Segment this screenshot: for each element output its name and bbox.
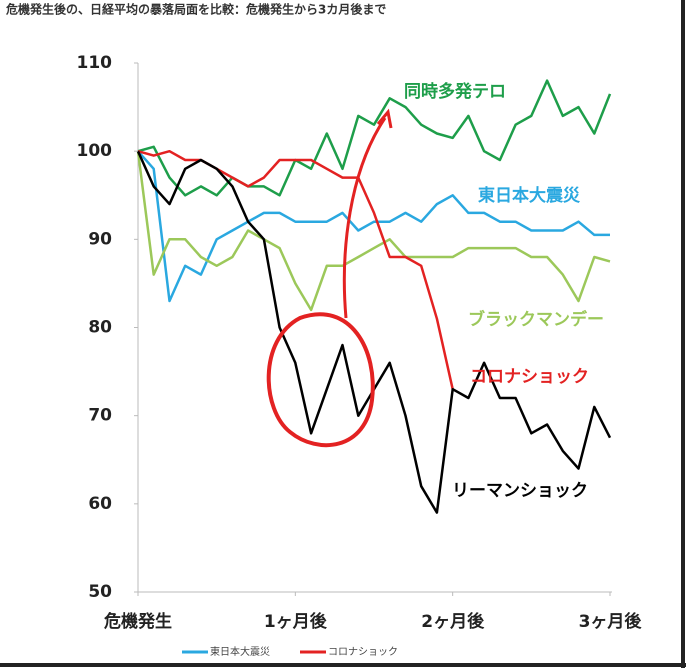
x-tick-label: 2ヶ月後 — [421, 611, 485, 632]
y-tick-label: 90 — [88, 229, 112, 249]
arrow-head — [376, 108, 393, 129]
series-line — [137, 79, 612, 197]
y-tick-label: 110 — [77, 53, 113, 73]
series-label: コロナショック — [470, 367, 589, 387]
series-label: 東日本大震災 — [478, 185, 581, 206]
highlight-circle — [266, 312, 375, 448]
legend-label: 東日本大震災 — [210, 645, 270, 658]
y-tick-label: 70 — [88, 406, 112, 426]
series-label: 同時多発テロ — [404, 81, 506, 102]
legend-label: コロナショック — [328, 646, 398, 658]
y-tick-label: 100 — [77, 141, 113, 161]
y-tick-label: 50 — [88, 582, 112, 602]
y-tick-label: 60 — [88, 494, 112, 514]
series-line — [137, 150, 610, 303]
x-tick-label: 1ヶ月後 — [264, 611, 328, 632]
legend: 東日本大震災 コロナショック — [182, 645, 398, 658]
x-tick-label: 3ヶ月後 — [579, 611, 643, 632]
series-label: リーマンショック — [452, 481, 588, 501]
series-line — [137, 149, 454, 390]
series-label: ブラックマンデー — [468, 309, 604, 330]
x-tick-label: 危機発生 — [103, 611, 172, 632]
chart-title: 危機発生後の、日経平均の暴落局面を比較：危機発生から3カ月後まで — [5, 2, 386, 17]
y-tick-label: 80 — [88, 318, 112, 338]
series-line — [136, 151, 611, 312]
annotation-arrow — [342, 117, 387, 319]
